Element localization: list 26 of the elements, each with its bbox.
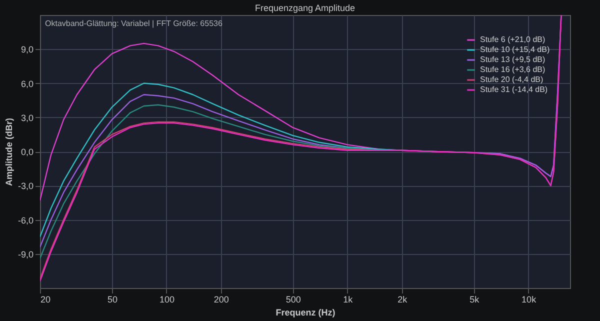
- x-tick-label: 1k: [343, 294, 354, 304]
- y-tick-label: -6,0: [18, 215, 34, 226]
- legend-label: Stufe 10 (+15,4 dB): [480, 45, 550, 54]
- y-tick-label: -3,0: [18, 181, 34, 192]
- x-tick-label: 2k: [398, 294, 408, 304]
- legend-label: Stufe 20 (-4,4 dB): [480, 75, 544, 84]
- chart-title: Frequenzgang Amplitude: [254, 3, 356, 13]
- y-tick-label: -9,0: [18, 249, 34, 260]
- legend-label: Stufe 31 (-14,4 dB): [480, 85, 548, 94]
- legend-label: Stufe 16 (+3,6 dB): [480, 65, 546, 74]
- x-axis-title: Frequenz (Hz): [276, 308, 336, 318]
- x-tick-label: 200: [214, 294, 229, 304]
- legend-label: Stufe 13 (+9,5 dB): [480, 55, 546, 64]
- y-tick-label: 0,0: [20, 147, 34, 157]
- x-tick-label: 100: [159, 294, 174, 304]
- y-tick-label: 6,0: [20, 78, 34, 89]
- x-tick-label: 5k: [470, 294, 480, 304]
- x-tick-label: 500: [286, 294, 301, 304]
- x-tick-label: 20: [40, 294, 51, 304]
- y-axis-title: Amplitude (dBr): [4, 118, 14, 186]
- y-tick-label: 9,0: [20, 44, 34, 55]
- legend-label: Stufe 6 (+21,0 dB): [480, 35, 546, 44]
- x-tick-label: 10k: [522, 294, 537, 304]
- annotation: Oktavband-Glättung: Variabel | FFT Größe: 65536: [45, 19, 223, 28]
- y-tick-label: 3,0: [20, 112, 34, 123]
- x-tick-label: 50: [107, 294, 118, 304]
